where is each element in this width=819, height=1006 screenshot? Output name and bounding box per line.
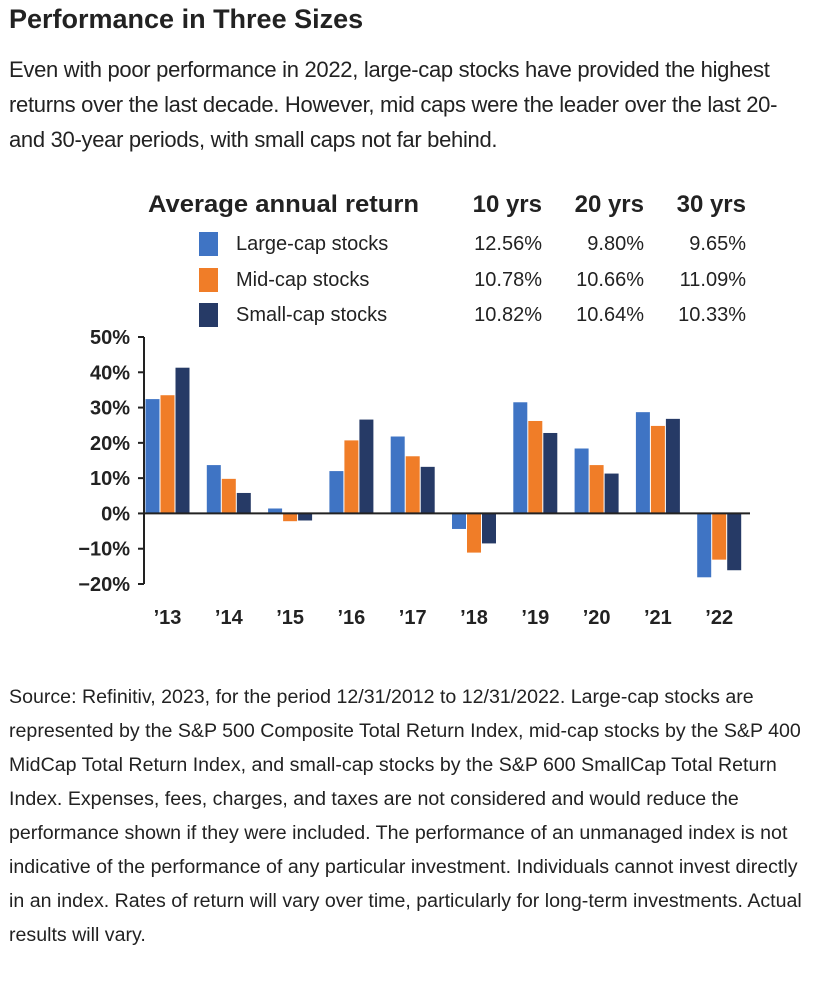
bar	[344, 440, 359, 514]
intro-paragraph: Even with poor performance in 2022, larg…	[9, 57, 778, 152]
y-tick-label: 20%	[90, 433, 130, 455]
bar	[543, 432, 558, 514]
x-tick-label: ’18	[460, 607, 488, 629]
bar	[650, 425, 665, 514]
bar	[221, 478, 236, 514]
table-cell-mid-20: 10.66%	[576, 269, 644, 291]
bar	[452, 513, 466, 529]
table-cell-small-10: 10.82%	[474, 304, 542, 326]
bar	[359, 419, 374, 514]
y-tick-label: 40%	[90, 362, 130, 384]
table-column-10yrs: 10 yrs	[473, 191, 542, 218]
legend-label-mid-cap: Mid-cap stocks	[236, 269, 369, 291]
table-header-label: Average annual return	[148, 191, 419, 218]
bar	[420, 466, 435, 514]
page-title: Performance in Three Sizes	[9, 4, 364, 34]
legend-swatch-large-cap	[199, 232, 218, 256]
x-tick-label: ’20	[583, 607, 611, 629]
plot-area: 50% 40% 30% 20% 10% 0% −10% −20% ’13 ’14 ’15 ’16 ’17…	[78, 327, 750, 629]
y-tick-label: 30%	[90, 398, 130, 420]
bar	[236, 492, 251, 514]
x-tick-label: ’16	[337, 607, 365, 629]
table-cell-mid-10: 10.78%	[474, 269, 542, 291]
bar	[589, 465, 604, 514]
bar	[405, 456, 420, 514]
bar	[329, 471, 344, 514]
bar	[665, 418, 680, 514]
bar-chart: Average annual return 10 yrs 20 yrs 30 y…	[78, 191, 750, 629]
bar	[268, 508, 283, 514]
bar	[635, 412, 650, 514]
table-column-20yrs: 20 yrs	[575, 191, 644, 218]
bar	[697, 513, 712, 578]
bar	[482, 513, 496, 544]
bar	[467, 513, 481, 553]
bar	[604, 473, 619, 514]
bar	[390, 436, 405, 514]
bar	[206, 465, 221, 514]
x-tick-label: ’14	[215, 607, 244, 629]
table-cell-large-20: 9.80%	[587, 233, 644, 255]
x-tick-label: ’13	[154, 607, 182, 629]
source-note: Source: Refinitiv, 2023, for the period …	[9, 686, 802, 946]
bar	[712, 513, 727, 560]
bar	[283, 513, 298, 522]
bar	[145, 399, 160, 514]
y-tick-label: 10%	[90, 468, 130, 490]
y-tick-label: 0%	[101, 503, 130, 525]
legend-label-small-cap: Small-cap stocks	[236, 304, 387, 326]
x-tick-label: ’21	[644, 607, 672, 629]
table-cell-small-30: 10.33%	[678, 304, 746, 326]
returns-table: Average annual return 10 yrs 20 yrs 30 y…	[148, 191, 746, 327]
bar	[528, 420, 543, 514]
chart-container: Average annual return 10 yrs 20 yrs 30 y…	[70, 170, 760, 640]
table-cell-small-20: 10.64%	[576, 304, 644, 326]
table-column-30yrs: 30 yrs	[677, 191, 746, 218]
y-tick-label: −10%	[78, 539, 130, 561]
legend-swatch-mid-cap	[199, 268, 218, 292]
x-tick-label: ’22	[705, 607, 733, 629]
bar	[727, 513, 742, 571]
x-tick-label: ’19	[521, 607, 549, 629]
x-tick-label: ’17	[399, 607, 427, 629]
table-cell-mid-30: 11.09%	[680, 269, 747, 291]
legend-swatch-small-cap	[199, 303, 218, 327]
table-cell-large-10: 12.56%	[474, 233, 542, 255]
legend-label-large-cap: Large-cap stocks	[236, 233, 388, 255]
bar	[574, 448, 589, 514]
bar	[160, 395, 175, 514]
y-tick-label: 50%	[90, 327, 130, 349]
x-tick-label: ’15	[276, 607, 304, 629]
bar	[513, 402, 528, 514]
bar	[175, 367, 190, 514]
y-tick-label: −20%	[78, 574, 130, 596]
table-cell-large-30: 9.65%	[689, 233, 746, 255]
bar	[298, 513, 313, 521]
